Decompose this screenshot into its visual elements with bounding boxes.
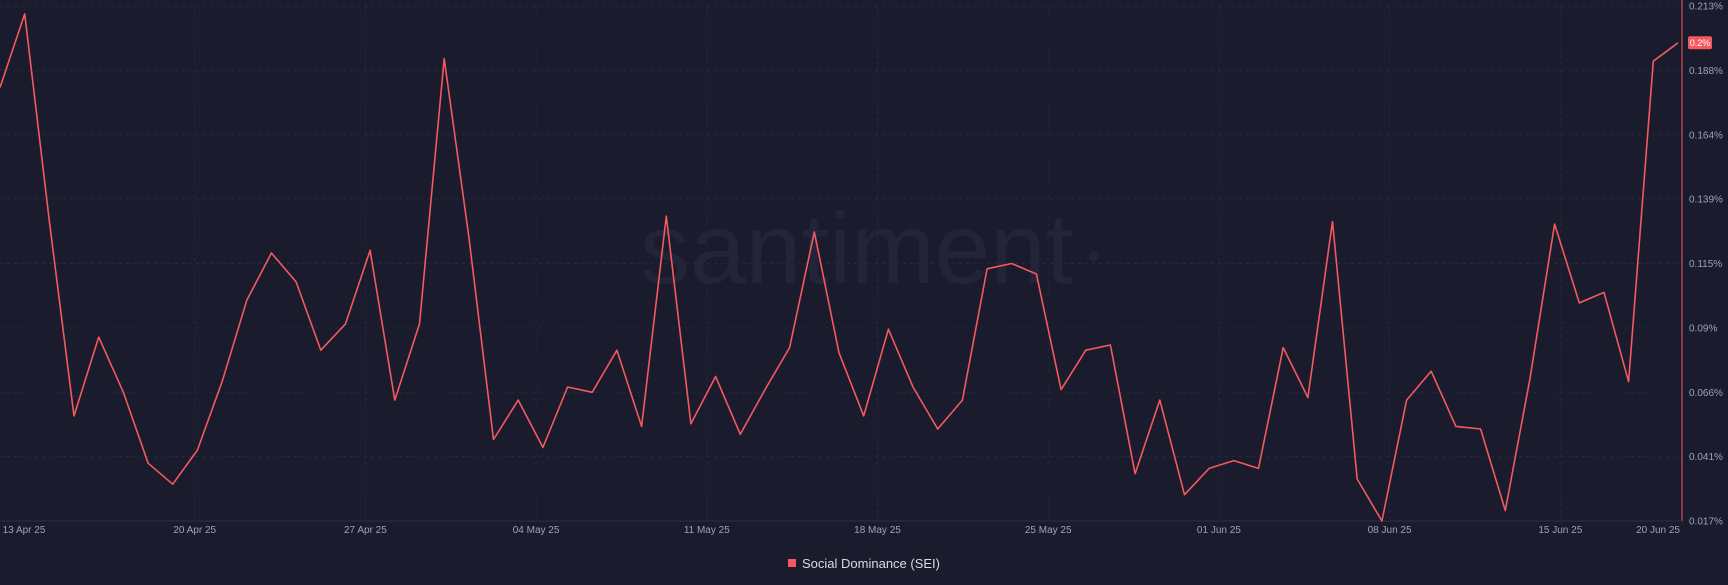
y-tick-label: 0.213% — [1689, 2, 1723, 13]
santiment-watermark: santiment — [640, 193, 1074, 305]
x-tick-label: 13 Apr 25 — [3, 525, 46, 536]
x-tick-label: 04 May 25 — [513, 525, 560, 536]
x-tick-label: 27 Apr 25 — [344, 525, 387, 536]
series-line-social-dominance — [0, 13, 1679, 522]
grid — [0, 5, 1682, 522]
legend: Social Dominance (SEI) — [0, 553, 1728, 573]
y-tick-label: 0.139% — [1689, 195, 1723, 206]
y-tick-label: 0.115% — [1689, 259, 1722, 270]
x-tick-label: 18 May 25 — [854, 525, 901, 536]
last-value-badge-bg — [1688, 36, 1712, 50]
series-layer — [0, 13, 1679, 522]
x-tick-label: 25 May 25 — [1025, 525, 1072, 536]
last-value-badge: 0.2% — [1688, 36, 1712, 50]
y-tick-label: 0.188% — [1689, 66, 1723, 77]
y-axis-ticks: 0.213% 0.188% 0.164% 0.139% 0.115% 0.09% 0.066… — [1689, 2, 1723, 528]
legend-swatch — [788, 559, 796, 567]
x-tick-label: 20 Apr 25 — [173, 525, 216, 536]
x-tick-label: 11 May 25 — [684, 525, 730, 536]
x-tick-label: 08 Jun 25 — [1368, 525, 1412, 536]
y-tick-label: 0.017% — [1689, 517, 1723, 528]
x-axis-ticks: 13 Apr 25 20 Apr 25 27 Apr 25 04 May 25 11 M… — [3, 525, 1681, 536]
y-tick-label: 0.09% — [1689, 323, 1717, 334]
legend-label-social-dominance: Social Dominance (SEI) — [802, 555, 940, 571]
watermark-dot — [1089, 251, 1099, 261]
y-tick-label: 0.164% — [1689, 130, 1723, 141]
x-tick-label: 01 Jun 25 — [1197, 525, 1241, 536]
x-tick-label: 20 Jun 25 — [1636, 525, 1680, 536]
x-tick-label: 15 Jun 25 — [1538, 525, 1582, 536]
last-value-label: 0.2% — [1690, 38, 1711, 48]
y-tick-label: 0.041% — [1689, 452, 1723, 463]
y-tick-label: 0.066% — [1689, 388, 1723, 399]
